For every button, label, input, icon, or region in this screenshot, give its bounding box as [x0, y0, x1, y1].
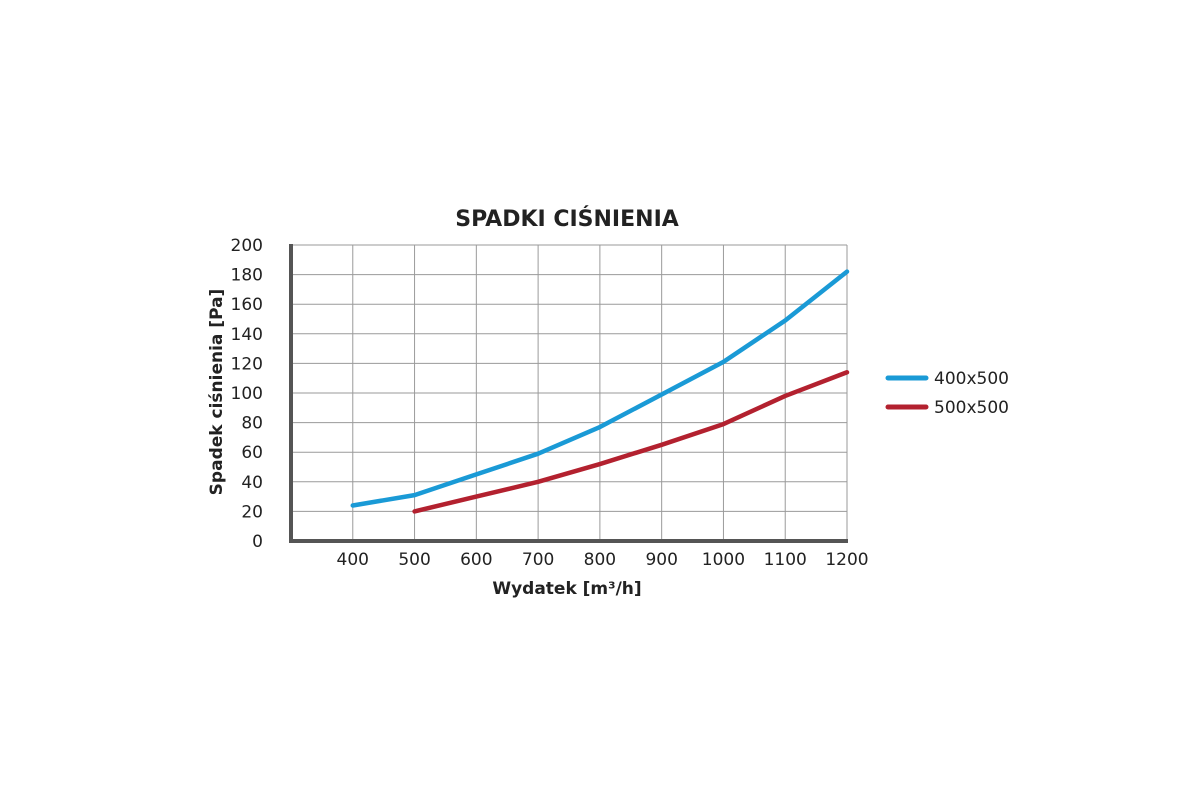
- y-tick-labels: 0 20 40 60 80 100 120 140 160 180 200: [231, 236, 263, 552]
- y-tick-label: 100: [231, 384, 263, 404]
- y-axis-label: Spadek ciśnienia [Pa]: [207, 289, 227, 496]
- legend-label: 400x500: [934, 369, 1009, 389]
- x-tick-label: 700: [522, 550, 554, 570]
- x-tick-labels: 400 500 600 700 800 900 1000 1100 1200: [337, 550, 869, 570]
- y-tick-label: 140: [231, 325, 263, 345]
- grid: [291, 244, 848, 542]
- x-tick-label: 1000: [702, 550, 745, 570]
- x-tick-label: 1200: [825, 550, 868, 570]
- y-tick-label: 160: [231, 295, 263, 315]
- x-tick-label: 400: [337, 550, 369, 570]
- y-tick-label: 180: [231, 266, 263, 286]
- x-tick-label: 1100: [764, 550, 807, 570]
- x-axis-label: Wydatek [m³/h]: [492, 579, 641, 599]
- x-tick-label: 500: [398, 550, 430, 570]
- legend: 400x500 500x500: [885, 369, 1009, 418]
- y-tick-label: 120: [231, 354, 263, 374]
- series-line-400x500: [350, 269, 850, 508]
- x-tick-label: 600: [460, 550, 492, 570]
- x-tick-label: 900: [645, 550, 677, 570]
- y-tick-label: 0: [252, 532, 263, 552]
- y-tick-label: 200: [231, 236, 263, 256]
- y-tick-label: 20: [241, 502, 263, 522]
- chart-title: SPADKI CIŚNIENIA: [455, 206, 679, 232]
- y-tick-label: 80: [241, 414, 263, 434]
- axes: [289, 244, 848, 543]
- x-tick-label: 800: [584, 550, 616, 570]
- series-line-500x500: [412, 370, 850, 514]
- y-tick-label: 60: [241, 443, 263, 463]
- legend-label: 500x500: [934, 398, 1009, 418]
- series-lines: [350, 269, 850, 514]
- y-tick-label: 40: [241, 473, 263, 493]
